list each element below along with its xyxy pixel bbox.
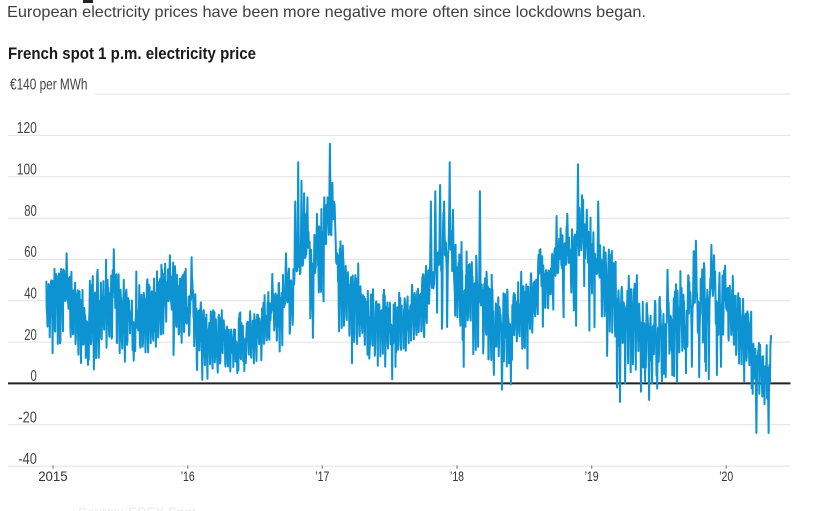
svg-text:60: 60 xyxy=(24,244,37,261)
svg-text:2015: 2015 xyxy=(38,468,68,484)
svg-text:’17: ’17 xyxy=(315,468,329,484)
svg-text:’16: ’16 xyxy=(181,468,195,484)
svg-text:’18: ’18 xyxy=(450,468,464,484)
svg-text:0: 0 xyxy=(31,368,37,385)
svg-text:80: 80 xyxy=(24,203,37,220)
svg-text:-20: -20 xyxy=(18,410,37,427)
svg-text:100: 100 xyxy=(17,162,37,179)
svg-text:’20: ’20 xyxy=(719,468,733,484)
svg-text:€140 per MWh: €140 per MWh xyxy=(10,77,88,94)
svg-text:-40: -40 xyxy=(18,451,37,468)
svg-text:40: 40 xyxy=(24,286,37,303)
svg-text:’19: ’19 xyxy=(585,468,599,484)
svg-text:20: 20 xyxy=(24,327,37,344)
svg-text:120: 120 xyxy=(17,120,37,137)
